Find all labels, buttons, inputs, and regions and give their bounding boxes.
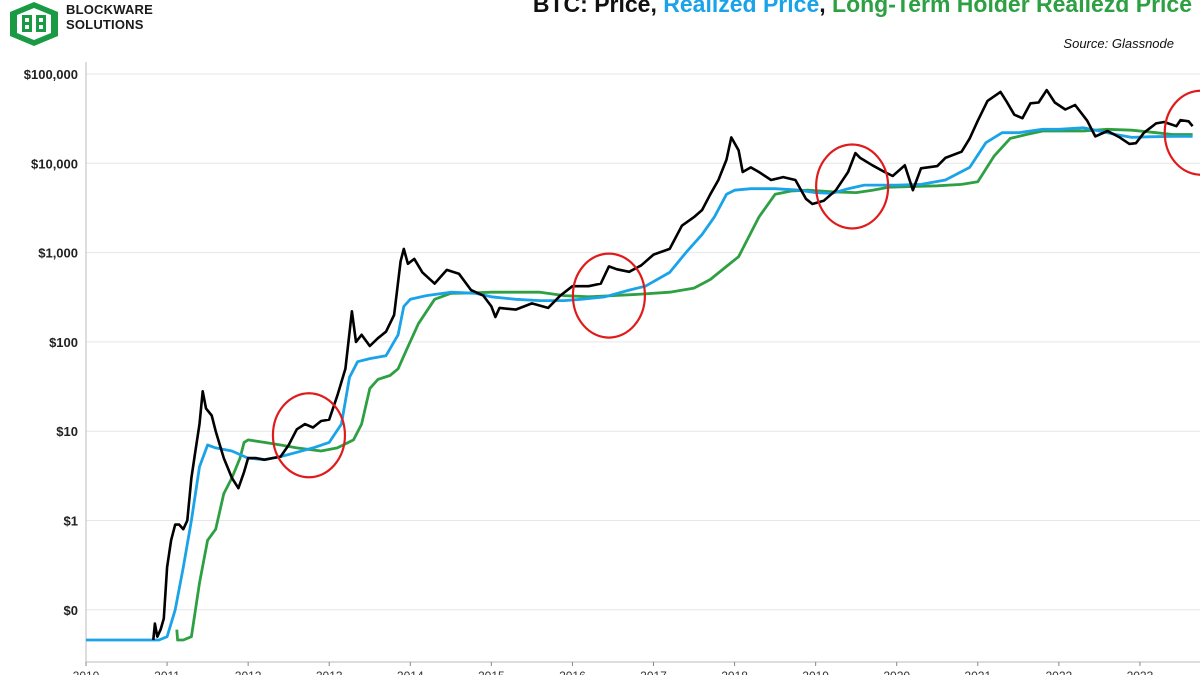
y-tick-label: $1: [64, 514, 78, 529]
y-tick-label: $10,000: [31, 156, 78, 171]
chart-gridlines: [85, 62, 1200, 663]
x-tick-label: 2018: [721, 669, 748, 675]
title-part-sep: ,: [819, 0, 833, 17]
source-note: Source: Glassnode: [1063, 36, 1174, 51]
highlight-circle: [571, 252, 647, 339]
x-tick-label: 2023: [1127, 669, 1154, 675]
x-tick-label: 2019: [802, 669, 829, 675]
logo-line-1: BLOCKWARE: [66, 2, 154, 17]
highlight-circle: [1163, 89, 1200, 176]
x-tick-label: 2016: [559, 669, 586, 675]
x-tick-label: 2012: [235, 669, 262, 675]
highlight-circle: [271, 392, 347, 479]
blockware-logo-icon: [10, 2, 58, 46]
y-tick-label: $1,000: [38, 246, 78, 261]
highlight-circle: [815, 143, 890, 230]
x-tick-label: 2021: [964, 669, 991, 675]
title-part-price: BTC: Price,: [532, 0, 664, 17]
x-tick-label: 2022: [1046, 669, 1073, 675]
x-tick-label: 2020: [883, 669, 910, 675]
x-axis: 2010 2011 2012 2013 2014 2015 2016 2017 2018 2019…: [73, 662, 1154, 675]
x-tick-label: 2014: [397, 669, 424, 675]
title-part-lth: Long-Term Holder Realiezd Price: [832, 0, 1192, 17]
price-line: [152, 88, 1194, 641]
realized-price-line: [86, 126, 1193, 642]
x-tick-label: 2013: [316, 669, 343, 675]
blockware-logo: BLOCKWARE SOLUTIONS: [6, 0, 176, 46]
y-tick-label: $0: [64, 603, 78, 618]
title-part-realized: Realized Price: [663, 0, 820, 17]
chart-title: BTC: Price, Realized Price, Long-Term Ho…: [533, 0, 1192, 18]
x-tick-label: 2017: [640, 669, 667, 675]
x-tick-label: 2011: [154, 669, 180, 675]
y-tick-label: $100: [49, 335, 78, 350]
x-tick-label: 2010: [73, 669, 100, 675]
lth-realized-price-line: [175, 127, 1193, 642]
y-tick-label: $10: [56, 424, 78, 439]
logo-line-2: SOLUTIONS: [66, 17, 144, 32]
chart-annotations: [271, 89, 1200, 479]
y-tick-label: $100,000: [24, 67, 78, 82]
chart-series: [86, 88, 1194, 642]
y-axis: $100,000 $10,000 $1,000 $100 $10 $1 $0: [24, 67, 78, 618]
x-tick-label: 2015: [478, 669, 505, 675]
